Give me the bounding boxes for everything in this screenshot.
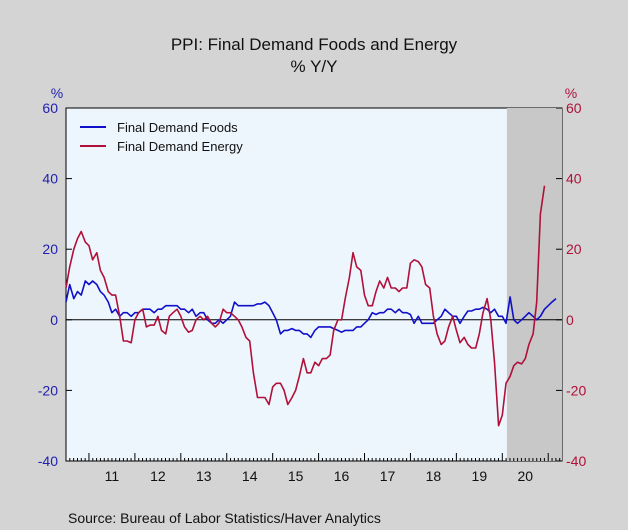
- y-tick-label-left: 0: [50, 312, 58, 328]
- x-tick-label: 17: [380, 468, 396, 484]
- y-tick-label-right: 0: [566, 312, 574, 328]
- y-tick-label-right: -20: [566, 382, 586, 398]
- series-layer: [65, 185, 557, 427]
- chart-subtitle: % Y/Y: [291, 57, 338, 76]
- series-line-foods: [65, 280, 557, 339]
- y-tick-label-right: 20: [566, 241, 582, 257]
- x-tick-label: 14: [242, 468, 258, 484]
- y-tick-label-right: 40: [566, 171, 582, 187]
- source-note: Source: Bureau of Labor Statistics/Haver…: [68, 510, 381, 526]
- x-tick-label: 11: [105, 468, 120, 484]
- y-axis-left-unit: %: [51, 85, 63, 101]
- y-axis-right: -40 -20 0 20 40 60: [556, 100, 586, 469]
- y-tick-label-right: 60: [566, 100, 582, 116]
- legend: Final Demand Foods Final Demand Energy: [80, 120, 243, 154]
- y-tick-label-right: -40: [566, 453, 586, 469]
- legend-label-foods: Final Demand Foods: [117, 120, 238, 135]
- legend-label-energy: Final Demand Energy: [117, 139, 243, 154]
- x-tick-label: 16: [334, 468, 350, 484]
- y-tick-label-left: -40: [38, 453, 58, 469]
- recession-shading: [506, 108, 562, 461]
- x-tick-label: 13: [196, 468, 212, 484]
- x-tick-label: 15: [288, 468, 304, 484]
- x-tick-label: 20: [517, 468, 533, 484]
- y-tick-label-left: -20: [38, 382, 58, 398]
- x-tick-label: 19: [472, 468, 488, 484]
- x-tick-label: 18: [426, 468, 442, 484]
- y-tick-label-left: 20: [42, 241, 58, 257]
- y-tick-label-left: 40: [42, 171, 58, 187]
- series-line-energy: [65, 185, 546, 427]
- plot-area: [65, 107, 563, 462]
- y-axis-left: -40 -20 0 20 40 60: [38, 100, 72, 469]
- x-axis: 11 12 13 14 15 16 17 18 19 20: [65, 453, 561, 484]
- chart-title: PPI: Final Demand Foods and Energy: [171, 35, 458, 54]
- y-tick-label-left: 60: [42, 100, 58, 116]
- x-tick-label: 12: [150, 468, 166, 484]
- y-axis-right-unit: %: [565, 85, 577, 101]
